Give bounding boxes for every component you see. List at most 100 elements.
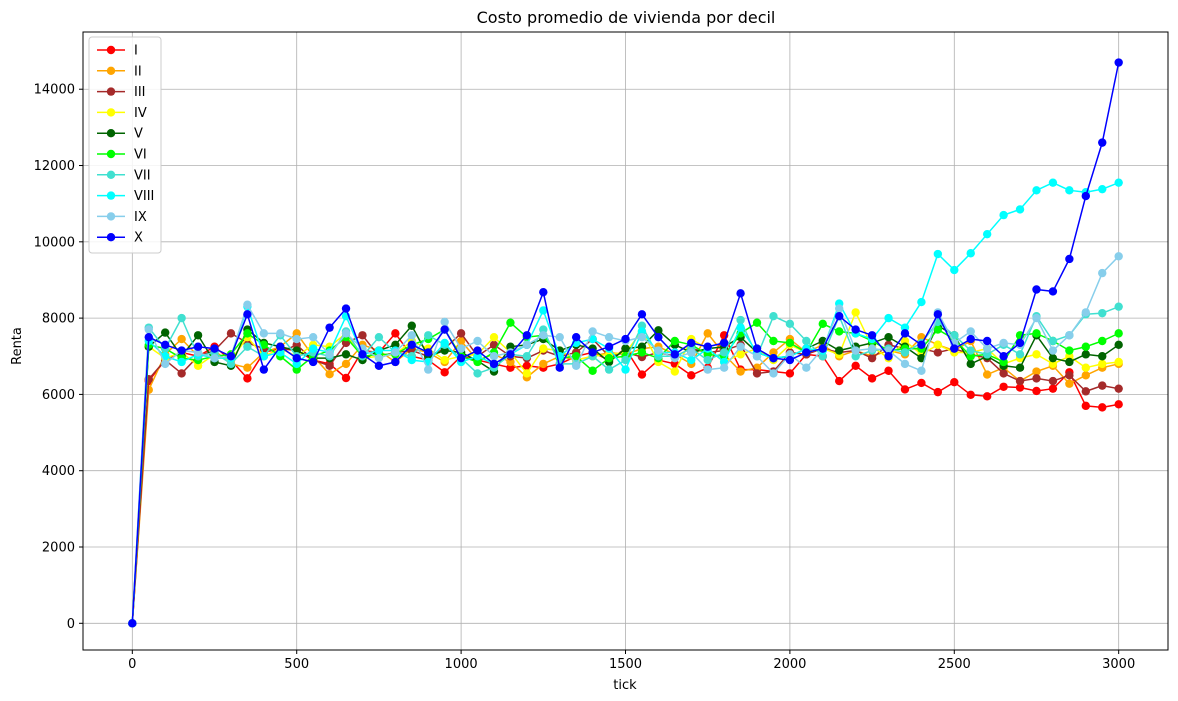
legend-label: VIII — [134, 189, 154, 204]
data-point — [243, 374, 252, 383]
data-point — [752, 318, 762, 327]
data-point — [621, 355, 630, 365]
x-tick-label: 2000 — [773, 657, 806, 672]
legend-marker — [106, 45, 116, 55]
data-point — [456, 336, 466, 346]
data-point — [341, 373, 351, 383]
data-point — [703, 355, 712, 365]
data-point — [1081, 363, 1091, 372]
data-point — [851, 361, 860, 370]
data-point — [226, 329, 236, 338]
data-point — [440, 355, 449, 365]
data-point — [867, 331, 877, 340]
data-point — [687, 371, 696, 380]
data-point — [588, 366, 597, 375]
data-point — [736, 350, 745, 359]
data-point — [950, 344, 959, 353]
data-point — [407, 321, 416, 330]
data-point — [1114, 302, 1123, 311]
y-tick-label: 4000 — [42, 464, 75, 479]
y-tick-label: 8000 — [42, 312, 75, 327]
data-point — [835, 376, 844, 386]
data-point — [571, 352, 581, 361]
data-point — [982, 370, 992, 379]
data-point — [752, 369, 762, 378]
data-point — [867, 344, 877, 353]
data-point — [851, 346, 860, 355]
data-point — [1065, 357, 1074, 367]
data-point — [555, 332, 564, 342]
data-point — [1098, 381, 1107, 390]
data-point — [292, 334, 301, 344]
data-point — [637, 348, 647, 357]
data-point — [835, 327, 844, 336]
data-point — [999, 338, 1008, 348]
data-point — [489, 332, 499, 342]
series-layer — [128, 58, 1123, 628]
data-point — [358, 331, 367, 340]
data-point — [802, 336, 811, 346]
data-point — [144, 325, 153, 334]
data-point — [473, 336, 482, 346]
data-point — [1098, 308, 1107, 318]
data-point — [276, 329, 285, 338]
data-point — [539, 331, 548, 340]
data-point — [1098, 359, 1107, 369]
data-point — [719, 363, 729, 372]
legend-label: III — [134, 85, 146, 100]
data-point — [160, 340, 170, 350]
data-point — [1081, 387, 1091, 396]
data-point — [1081, 401, 1091, 411]
data-point — [621, 365, 630, 374]
data-point — [1081, 308, 1091, 317]
data-point — [1032, 350, 1041, 359]
data-point — [818, 319, 827, 329]
data-point — [588, 327, 597, 336]
data-point — [933, 348, 943, 357]
data-point — [1048, 376, 1058, 386]
data-point — [1032, 285, 1041, 294]
data-point — [177, 357, 186, 367]
data-point — [950, 378, 959, 387]
data-point — [884, 332, 893, 342]
chart-title: Costo promedio de vivienda por decil — [477, 8, 776, 27]
data-point — [835, 346, 844, 355]
data-point — [391, 329, 400, 338]
data-point — [1081, 342, 1091, 351]
data-point — [736, 315, 745, 325]
data-point — [473, 369, 482, 378]
data-point — [259, 329, 269, 338]
data-point — [1081, 350, 1091, 359]
data-point — [506, 350, 515, 359]
data-point — [785, 369, 795, 378]
data-point — [1065, 331, 1074, 340]
legend-marker — [106, 108, 116, 117]
data-point — [769, 369, 778, 378]
data-point — [884, 366, 893, 375]
data-point — [259, 352, 269, 361]
data-point — [177, 334, 186, 344]
data-point — [341, 304, 351, 313]
data-point — [539, 344, 548, 353]
legend-marker — [106, 129, 116, 138]
data-point — [933, 310, 943, 319]
legend-label: IX — [134, 210, 147, 225]
y-tick-label: 6000 — [42, 388, 75, 403]
data-point — [424, 331, 433, 340]
data-point — [966, 249, 975, 258]
legend-marker — [106, 191, 116, 200]
legend-label: X — [134, 231, 143, 246]
data-point — [719, 348, 729, 357]
data-point — [243, 310, 252, 319]
data-point — [1065, 371, 1074, 380]
data-point — [637, 370, 647, 379]
data-point — [259, 340, 269, 350]
data-point — [752, 352, 762, 361]
data-point — [966, 334, 975, 344]
data-point — [818, 344, 827, 353]
data-point — [440, 317, 449, 327]
data-point — [177, 369, 186, 378]
legend-label: VII — [134, 168, 151, 183]
data-point — [1015, 205, 1025, 214]
